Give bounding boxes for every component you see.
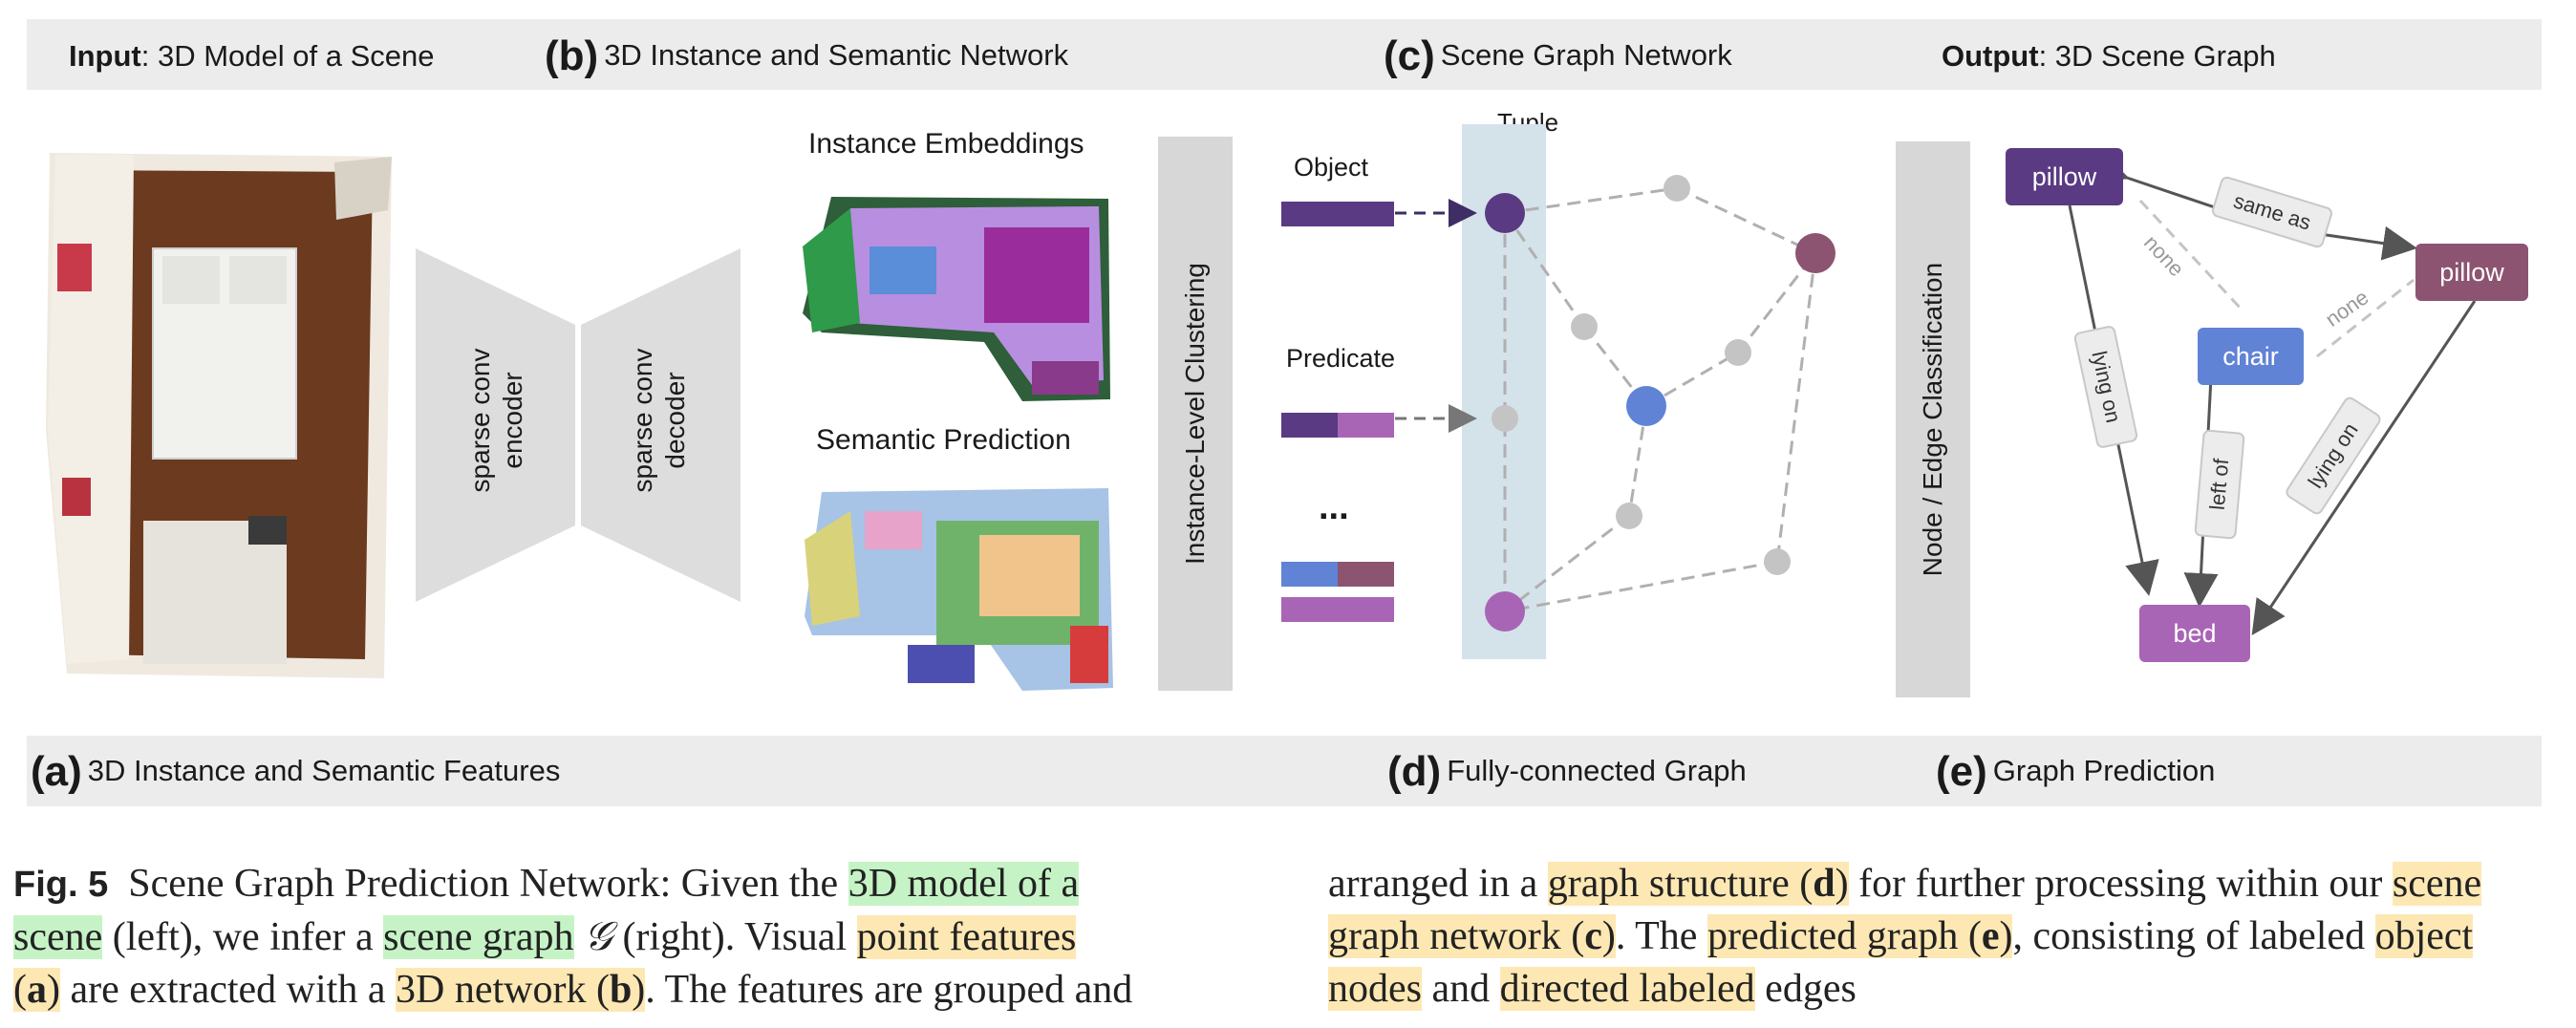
- tuple-bar-left: [1281, 562, 1338, 587]
- node-chair: chair: [2198, 328, 2304, 385]
- fc-graph-footer: (d) Fully-connected Graph: [1387, 748, 1747, 795]
- caption-right: arranged in a graph structure (d) for fu…: [1328, 862, 2482, 1011]
- instance-embeddings-title: Instance Embeddings: [808, 128, 1084, 160]
- tuple-bar-full: [1281, 597, 1394, 622]
- encoder-decoder-shape: [416, 248, 741, 602]
- input-header: Input: 3D Model of a Scene: [69, 39, 435, 73]
- network-header: (b) 3D Instance and Semantic Network: [545, 32, 1069, 79]
- caption-left: Fig. 5 Scene Graph Prediction Network: G…: [13, 862, 1133, 1012]
- fully-connected-graph: [1395, 124, 1835, 659]
- node-pillow-1: pillow: [2006, 148, 2123, 205]
- node-pillow-2: pillow: [2415, 244, 2528, 301]
- header-band: [27, 19, 2542, 90]
- scene-3d-model: [46, 153, 392, 678]
- ellipsis: ...: [1319, 487, 1349, 527]
- footer-band: [27, 736, 2542, 806]
- scene-graph-net-header: (c) Scene Graph Network: [1384, 32, 1732, 79]
- features-footer: (a) 3D Instance and Semantic Features: [31, 748, 561, 795]
- semantic-prediction-title: Semantic Prediction: [816, 424, 1071, 456]
- tuple-bar-right: [1338, 562, 1394, 587]
- classification-bar: [1896, 141, 1970, 697]
- classification-label: Node / Edge Classification: [1918, 262, 1947, 577]
- clustering-label: Instance-Level Clustering: [1180, 263, 1210, 565]
- predicate-bar-left: [1281, 413, 1338, 438]
- decoder-label: sparse conv decoder: [628, 348, 690, 493]
- node-bed: bed: [2139, 605, 2250, 662]
- object-feature-bar: [1281, 202, 1394, 226]
- semantic-prediction-image: [805, 488, 1113, 691]
- encoder-label: sparse conv encoder: [465, 348, 527, 493]
- output-header: Output: 3D Scene Graph: [1942, 39, 2276, 73]
- graph-prediction-footer: (e) Graph Prediction: [1936, 748, 2216, 795]
- clustering-bar: [1158, 137, 1233, 691]
- predicate-label: Predicate: [1286, 344, 1396, 373]
- predicate-bar-right: [1338, 413, 1394, 438]
- instance-embeddings-image: [803, 197, 1110, 401]
- object-label: Object: [1294, 153, 1369, 182]
